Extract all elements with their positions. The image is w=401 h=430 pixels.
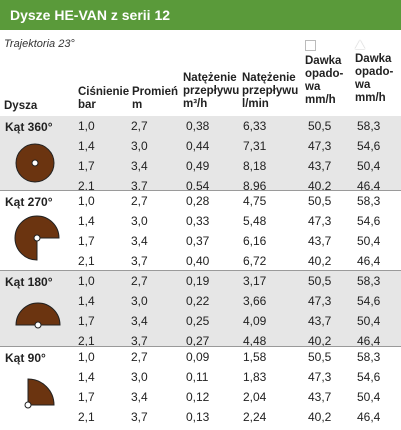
trajectory-label: Trajektoria 23° [4, 38, 75, 50]
group-divider [0, 270, 401, 271]
table-row: 1,7 3,4 0,12 2,04 43,7 50,4 [78, 390, 381, 404]
group-divider [0, 190, 401, 191]
group-90: Kąt 90° 1,0 2,7 0,09 1,58 50,5 58,3 1,4 3,0 0,1… [0, 347, 401, 430]
table-row: 2,1 3,7 0,54 8,96 40,2 46,4 [78, 179, 381, 193]
table-row: 1,0 2,7 0,38 6,33 50,5 58,3 [78, 119, 381, 133]
table-row: 1,4 3,0 0,11 1,83 47,3 54,6 [78, 370, 381, 384]
table-row: 2,1 3,7 0,40 6,72 40,2 46,4 [78, 254, 381, 268]
table-row: 1,7 3,4 0,37 6,16 43,7 50,4 [78, 234, 381, 248]
table-row: 1,7 3,4 0,25 4,09 43,7 50,4 [78, 314, 381, 328]
table-row: 1,4 3,0 0,44 7,31 47,3 54,6 [78, 139, 381, 153]
circle-360-icon [15, 143, 55, 183]
header-natezenie-lmin: Natężenie przepływu l/min [242, 72, 299, 110]
group-180: Kąt 180° 1,0 2,7 0,19 3,17 50,5 58,3 1,4 3,0 0,… [0, 271, 401, 354]
header-dawka-triangle: Dawka opado- wa mm/h [355, 40, 393, 105]
triangle-marker-icon [355, 40, 365, 49]
header-natezenie-m3h: Natężenie przepływu m³/h [183, 72, 240, 110]
group-label: Kąt 360° [5, 120, 53, 134]
table-row: 1,0 2,7 0,28 4,75 50,5 58,3 [78, 194, 381, 208]
quarter-circle-icon [24, 378, 55, 409]
table-row: 2,1 3,7 0,27 4,48 40,2 46,4 [78, 334, 381, 348]
header-dysza: Dysza [4, 100, 38, 112]
table-row: 1,4 3,0 0,22 3,66 47,3 54,6 [78, 294, 381, 308]
table-row: 2,1 3,7 0,13 2,24 40,2 46,4 [78, 410, 381, 424]
table-row: 1,0 2,7 0,09 1,58 50,5 58,3 [78, 350, 381, 364]
group-270: Kąt 270° 1,0 2,7 0,28 4,75 50,5 58,3 1,4 3,0 0,… [0, 191, 401, 274]
header-dawka-square: Dawka opado- wa mm/h [305, 40, 343, 107]
table-row: 1,0 2,7 0,19 3,17 50,5 58,3 [78, 274, 381, 288]
group-360: Kąt 360° 1,0 2,7 0,38 6,33 50,5 58,3 1,4 3,0 0,… [0, 116, 401, 199]
table-row: 1,4 3,0 0,33 5,48 47,3 54,6 [78, 214, 381, 228]
group-divider [0, 346, 401, 347]
header-cisnienie: Ciśnienie bar [78, 86, 130, 111]
group-label: Kąt 180° [5, 275, 53, 289]
square-marker-icon [305, 40, 316, 51]
header-promien: Promień m [132, 86, 179, 111]
table-row: 1,7 3,4 0,49 8,18 43,7 50,4 [78, 159, 381, 173]
three-quarter-circle-icon [14, 215, 60, 261]
table-title: Dysze HE-VAN z serii 12 [0, 0, 401, 30]
group-label: Kąt 90° [5, 351, 46, 365]
group-label: Kąt 270° [5, 195, 53, 209]
half-circle-icon [15, 302, 61, 329]
